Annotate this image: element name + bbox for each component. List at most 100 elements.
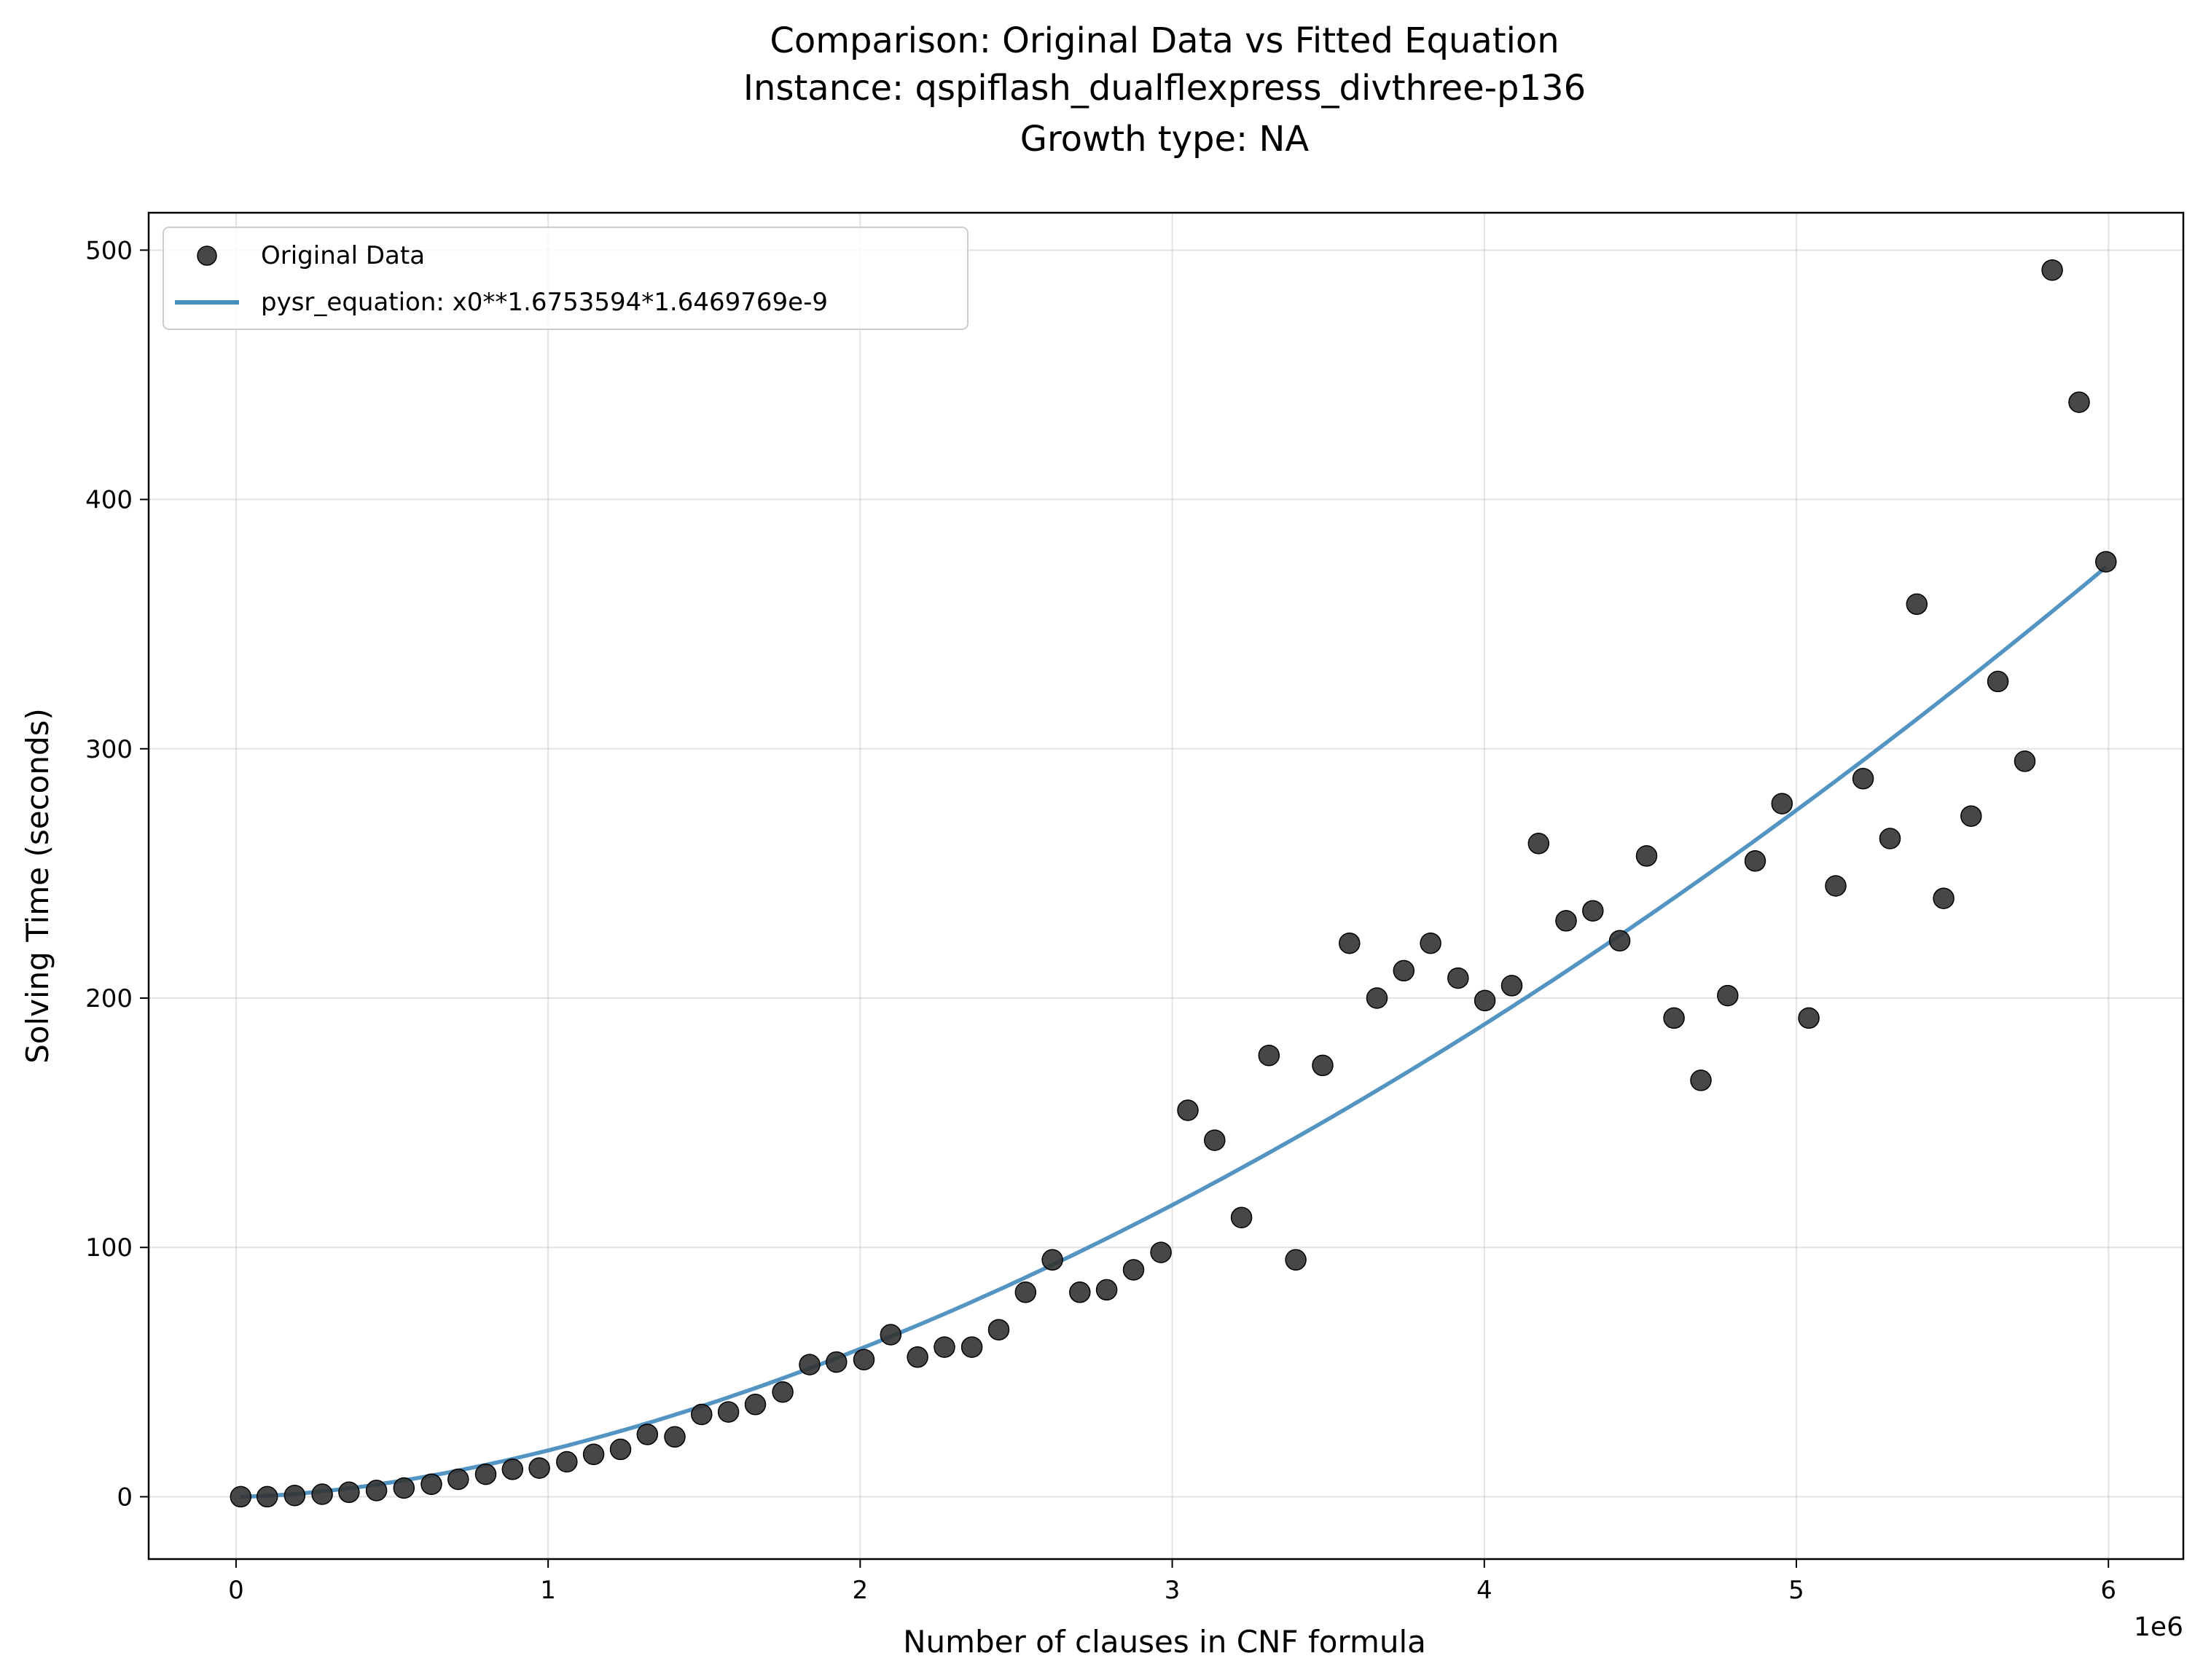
y-tick-label: 200 bbox=[85, 984, 133, 1013]
data-point bbox=[1825, 875, 1847, 897]
data-point bbox=[393, 1477, 415, 1499]
data-point bbox=[420, 1473, 442, 1496]
plot-frame bbox=[147, 211, 2185, 1561]
data-point bbox=[1014, 1281, 1037, 1303]
data-point bbox=[2095, 551, 2117, 573]
data-point bbox=[1771, 793, 1793, 815]
data-point bbox=[880, 1324, 902, 1346]
data-point bbox=[1069, 1281, 1091, 1303]
data-point bbox=[987, 1319, 1010, 1341]
x-tick-label: 0 bbox=[228, 1576, 244, 1605]
x-axis-label: Number of clauses in CNF formula bbox=[903, 1624, 1426, 1660]
data-point bbox=[1230, 1206, 1253, 1228]
data-point bbox=[1555, 910, 1577, 932]
data-point bbox=[1177, 1099, 1199, 1121]
data-point bbox=[853, 1349, 875, 1370]
fitted-curve-line bbox=[240, 565, 2108, 1499]
data-point bbox=[501, 1459, 524, 1480]
x-tick-label: 5 bbox=[1788, 1576, 1804, 1605]
data-point bbox=[582, 1443, 605, 1466]
y-tick-label: 100 bbox=[85, 1233, 133, 1263]
y-tick-label: 500 bbox=[85, 236, 133, 265]
legend: Original Data pysr_equation: x0**1.67535… bbox=[163, 227, 969, 330]
data-point bbox=[1663, 1007, 1685, 1029]
data-point bbox=[1933, 887, 1954, 909]
data-point bbox=[528, 1457, 550, 1479]
data-point bbox=[1960, 805, 1982, 827]
data-point bbox=[1393, 959, 1415, 982]
data-point bbox=[691, 1403, 713, 1426]
grid-lines bbox=[149, 213, 2183, 1559]
legend-label-original-data: Original Data bbox=[261, 241, 425, 270]
data-point bbox=[1122, 1259, 1145, 1281]
data-point bbox=[2068, 391, 2090, 413]
y-tick-label: 400 bbox=[85, 486, 133, 515]
y-tick-label: 300 bbox=[85, 735, 133, 764]
data-point bbox=[1690, 1069, 1712, 1091]
data-point bbox=[1500, 975, 1523, 997]
data-point bbox=[907, 1346, 928, 1368]
x-tick-label: 3 bbox=[1165, 1576, 1181, 1605]
data-point bbox=[664, 1426, 686, 1448]
data-point bbox=[826, 1351, 848, 1373]
data-point bbox=[636, 1424, 659, 1445]
data-point bbox=[1312, 1054, 1334, 1077]
data-point bbox=[717, 1401, 740, 1423]
legend-box bbox=[163, 227, 969, 330]
fitted-curve-layer bbox=[240, 565, 2108, 1499]
chart-title-line-2: Instance: qspiflash_dualflexpress_divthr… bbox=[743, 68, 1586, 109]
y-axis-label: Solving Time (seconds) bbox=[20, 708, 55, 1064]
data-point bbox=[2014, 750, 2036, 772]
data-point bbox=[447, 1468, 469, 1491]
data-point bbox=[1852, 768, 1874, 790]
data-point bbox=[1582, 900, 1604, 922]
data-point bbox=[1258, 1044, 1280, 1067]
data-point bbox=[934, 1336, 955, 1358]
y-tick-label: 0 bbox=[117, 1483, 133, 1512]
data-point bbox=[311, 1483, 333, 1505]
x-axis-offset-label: 1e6 bbox=[2134, 1612, 2183, 1642]
data-point bbox=[744, 1394, 767, 1416]
data-point bbox=[1420, 932, 1441, 954]
data-point bbox=[556, 1451, 578, 1473]
data-point bbox=[1527, 833, 1550, 855]
data-point bbox=[2041, 259, 2063, 281]
legend-label-pysr-equation: pysr_equation: x0**1.6753594*1.6469769e-… bbox=[261, 288, 828, 317]
x-tick-label: 2 bbox=[853, 1576, 869, 1605]
data-point bbox=[1608, 930, 1631, 952]
data-point bbox=[1041, 1249, 1063, 1271]
data-point bbox=[1798, 1007, 1820, 1029]
data-point bbox=[1447, 967, 1469, 989]
data-point bbox=[960, 1336, 983, 1358]
data-point bbox=[1285, 1249, 1307, 1271]
x-tick-label: 1 bbox=[540, 1576, 556, 1605]
data-point bbox=[1744, 850, 1766, 872]
data-point bbox=[283, 1484, 306, 1507]
data-point bbox=[365, 1480, 388, 1502]
data-point bbox=[1150, 1241, 1172, 1263]
data-point bbox=[1204, 1129, 1226, 1151]
y-axis-ticks: 0 100 200 300 400 500 bbox=[85, 236, 149, 1512]
data-point bbox=[1987, 670, 2009, 693]
data-point bbox=[230, 1485, 252, 1508]
data-point bbox=[1879, 828, 1901, 849]
data-point bbox=[256, 1485, 278, 1508]
chart-title-line-1: Comparison: Original Data vs Fitted Equa… bbox=[770, 20, 1559, 61]
legend-marker-original-data bbox=[197, 246, 217, 266]
data-point bbox=[1339, 932, 1361, 954]
data-point bbox=[1366, 987, 1388, 1009]
chart-title-line-3: Growth type: NA bbox=[1020, 119, 1310, 160]
data-point bbox=[1635, 845, 1658, 867]
chart-title: Comparison: Original Data vs Fitted Equa… bbox=[743, 20, 1586, 160]
data-points-layer bbox=[230, 259, 2117, 1508]
data-point bbox=[474, 1463, 497, 1485]
data-point bbox=[609, 1438, 632, 1461]
x-axis-ticks: 0 1 2 3 4 5 6 bbox=[228, 1559, 2116, 1605]
x-tick-label: 4 bbox=[1476, 1576, 1492, 1605]
data-point bbox=[338, 1481, 360, 1504]
x-tick-label: 6 bbox=[2100, 1576, 2116, 1605]
data-point bbox=[799, 1354, 821, 1375]
data-point bbox=[1095, 1279, 1118, 1301]
data-point bbox=[1906, 593, 1928, 616]
